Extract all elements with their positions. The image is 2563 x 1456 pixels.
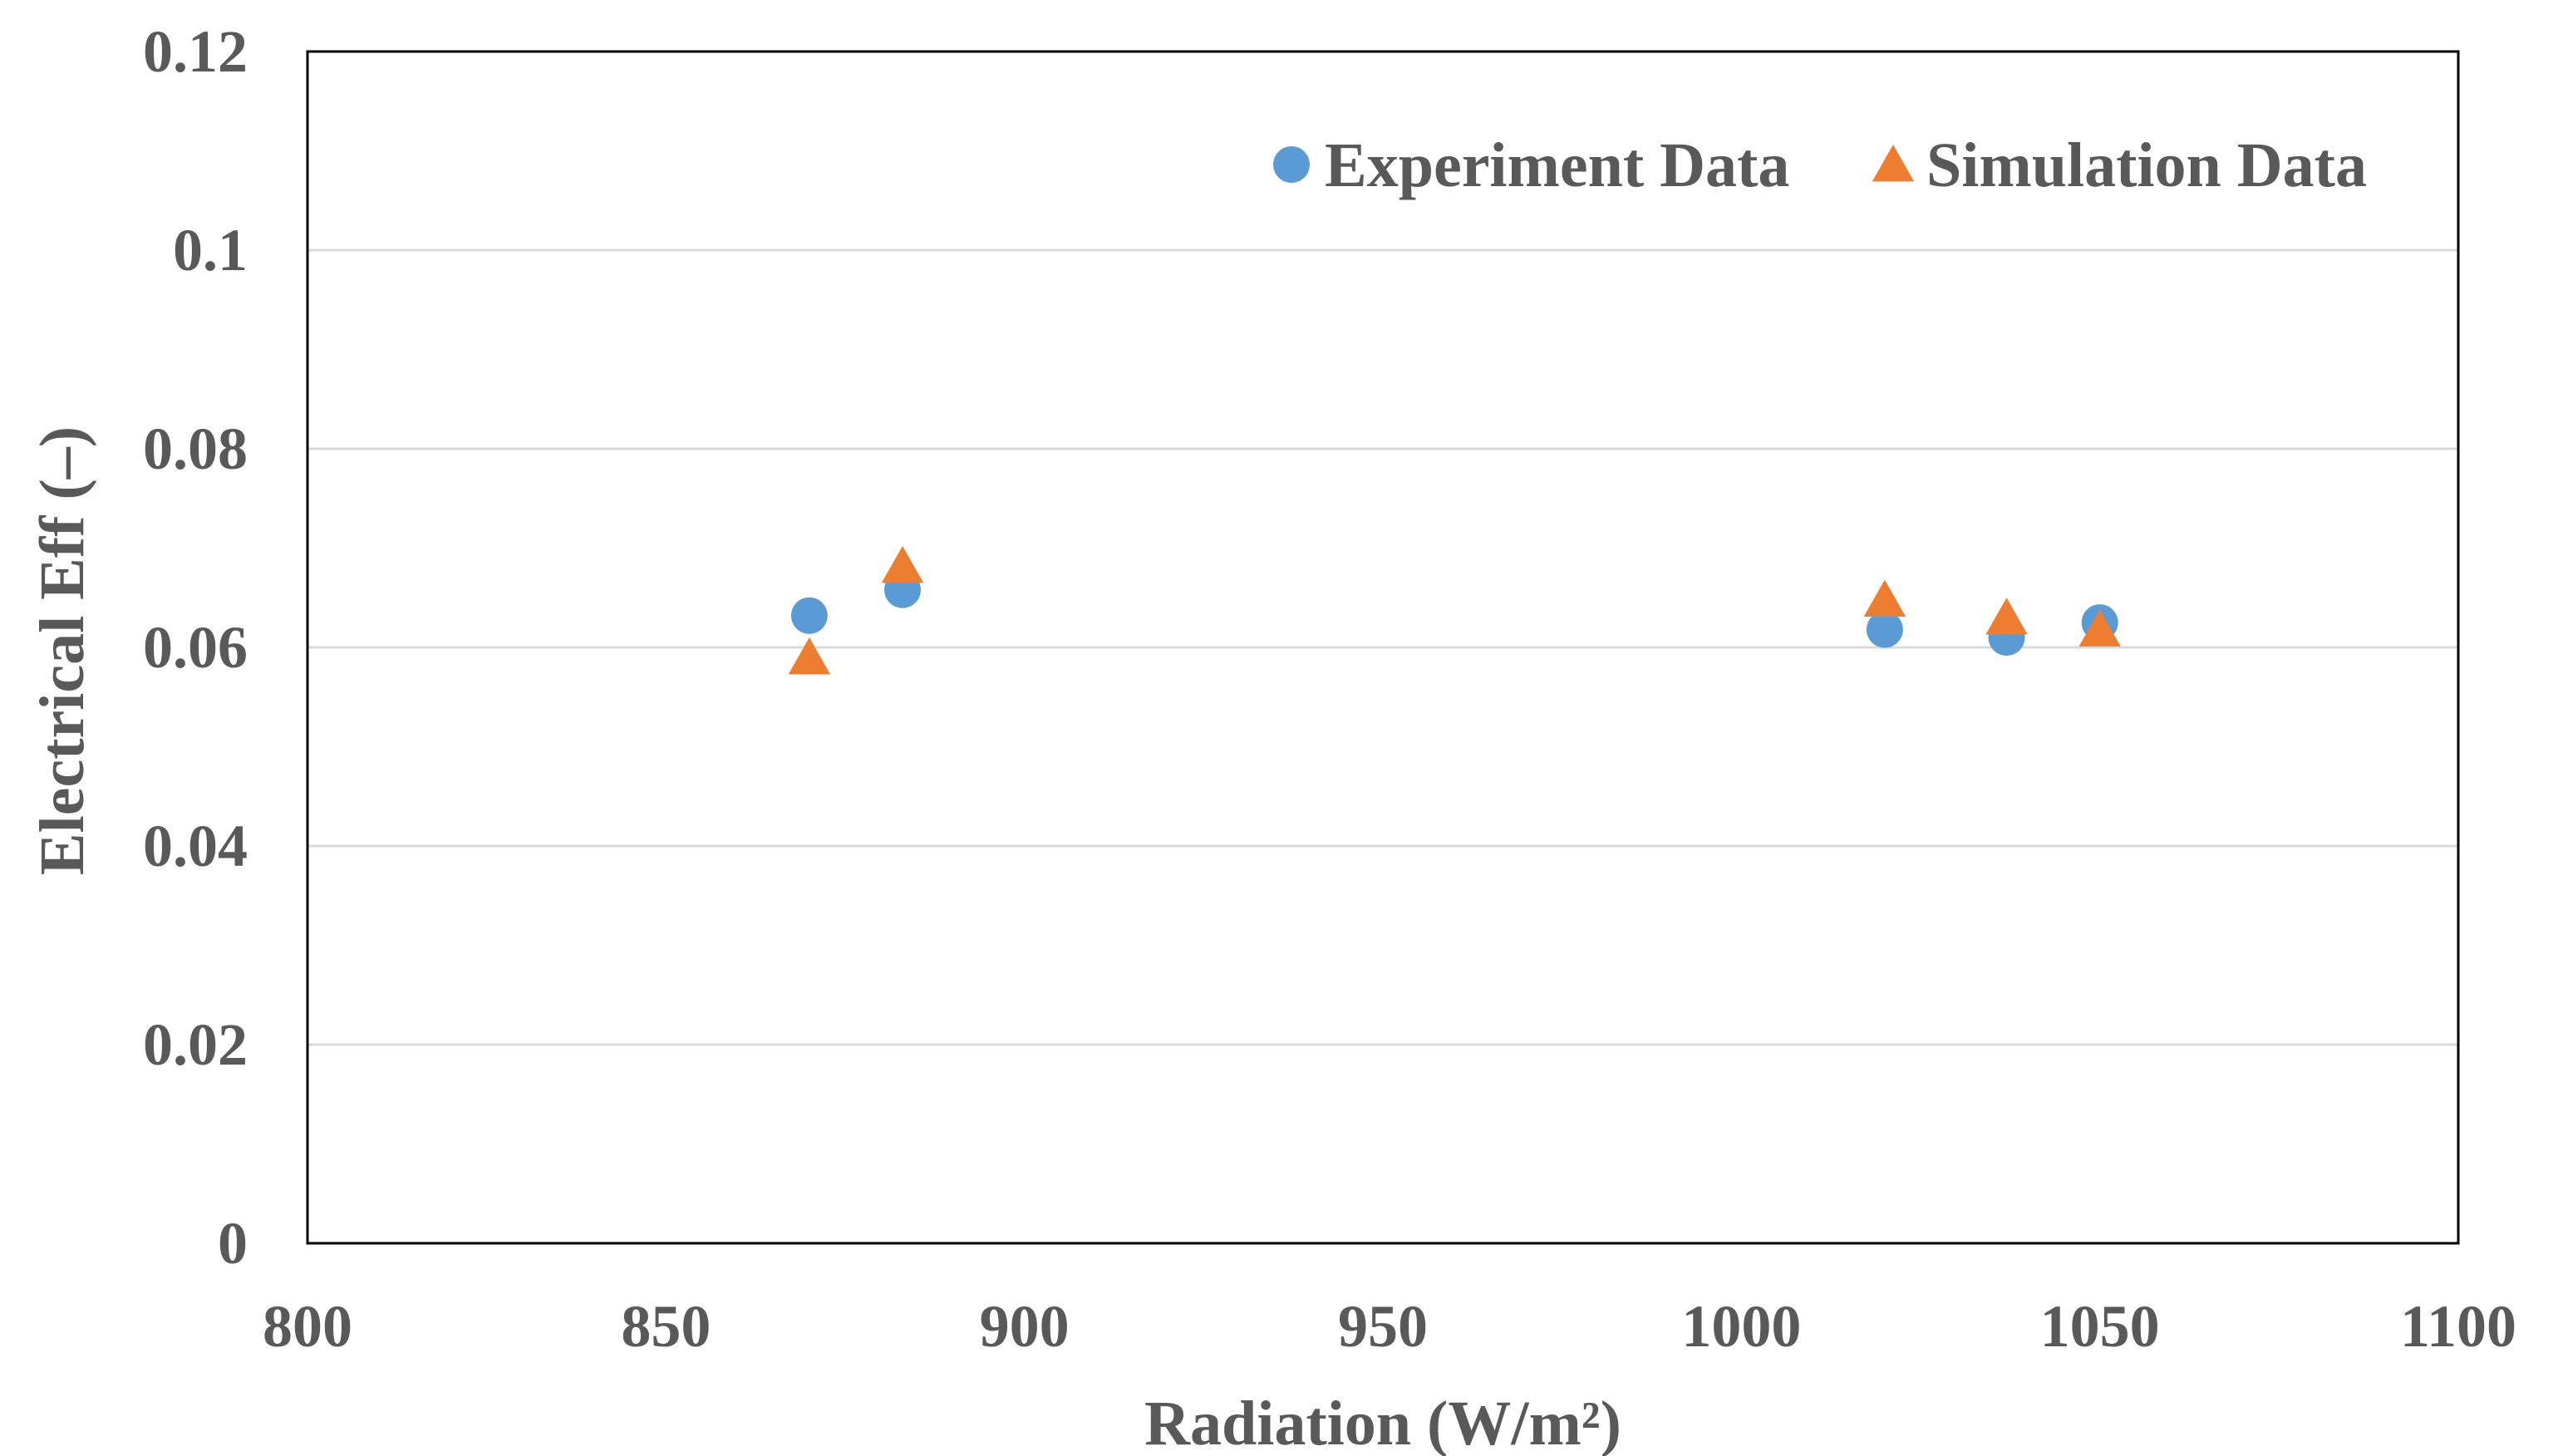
y-tick-label: 0 [218,1210,248,1276]
legend-marker-experiment-data [1273,146,1310,183]
data-series [788,546,2121,675]
y-axis-title: Electrical Eff (–) [27,426,97,875]
simulation-data-point [1863,579,1906,617]
x-axis-ticks: 800 850 900 950 1000 1050 1100 [263,1293,2516,1360]
y-axis-ticks: 0 0.02 0.04 0.06 0.08 0.1 0.12 [143,18,248,1276]
simulation-data-point [2078,609,2121,647]
y-tick-label: 0.1 [173,217,248,283]
simulation-data-point [881,546,924,583]
y-tick-label: 0.12 [143,18,248,85]
x-tick-label: 1000 [1681,1293,1801,1360]
experiment-data-point [1866,611,1903,648]
simulation-data-point [788,637,831,675]
x-tick-label: 1050 [2040,1293,2160,1360]
gridlines [307,248,2458,1046]
plot-area-frame [306,50,2460,1245]
legend-marker-simulation-data [1872,145,1915,182]
y-tick-label: 0.02 [143,1011,248,1078]
simulation-data-point [1985,598,2028,635]
y-tick-label: 0.04 [143,813,248,879]
legend-label-simulation-data: Simulation Data [1926,130,2367,200]
legend-label-experiment-data: Experiment Data [1325,130,1789,200]
y-tick-label: 0.08 [143,416,248,482]
x-tick-label: 850 [621,1293,711,1360]
x-tick-label: 800 [263,1293,352,1360]
x-tick-label: 1100 [2400,1293,2516,1360]
legend: Experiment Data Simulation Data [1273,130,2367,200]
y-tick-label: 0.06 [143,614,248,681]
experiment-data-point [790,597,828,634]
x-tick-label: 950 [1338,1293,1428,1360]
x-tick-label: 900 [980,1293,1070,1360]
x-axis-title: Radiation (W/m²) [1144,1389,1621,1456]
series-simulation-data [788,546,2121,675]
series-experiment-data [790,571,2118,657]
